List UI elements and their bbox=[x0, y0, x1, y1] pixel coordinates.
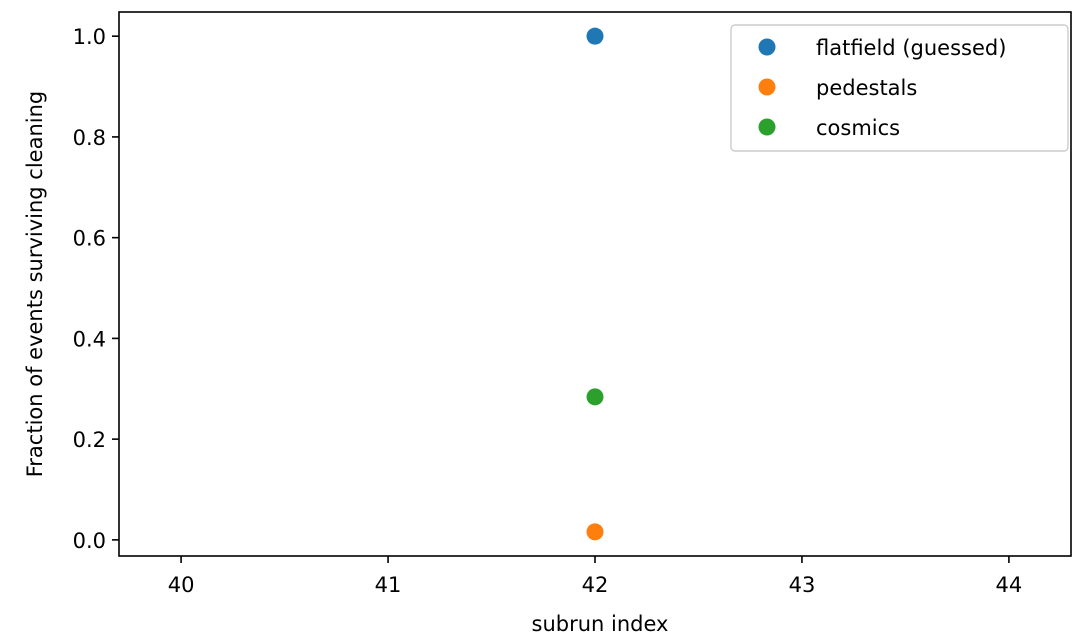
x-tick-label: 41 bbox=[375, 573, 402, 597]
legend-label: cosmics bbox=[816, 116, 900, 140]
legend: flatfield (guessed) pedestals cosmics bbox=[730, 24, 1069, 152]
legend-marker bbox=[758, 78, 776, 96]
legend-box bbox=[730, 24, 1069, 152]
y-axis: 0.0 0.2 0.4 0.6 0.8 1.0 bbox=[73, 25, 119, 553]
x-tick-label: 43 bbox=[789, 573, 816, 597]
x-axis-label: subrun index bbox=[532, 612, 669, 636]
y-tick-label: 0.8 bbox=[73, 126, 106, 150]
x-axis: 40 41 42 43 44 bbox=[168, 556, 1023, 597]
legend-marker bbox=[758, 38, 776, 56]
data-point-cosmics bbox=[586, 388, 604, 406]
data-point-pedestals bbox=[586, 523, 604, 541]
x-tick-label: 40 bbox=[168, 573, 195, 597]
y-tick-label: 0.0 bbox=[73, 529, 106, 553]
data-points bbox=[586, 27, 604, 541]
legend-marker bbox=[758, 118, 776, 136]
x-tick-label: 42 bbox=[582, 573, 609, 597]
data-point-flatfield bbox=[586, 27, 604, 45]
x-tick-label: 44 bbox=[996, 573, 1023, 597]
legend-label: flatfield (guessed) bbox=[816, 36, 1006, 60]
y-axis-label: Fraction of events surviving cleaning bbox=[23, 91, 47, 478]
legend-label: pedestals bbox=[816, 76, 917, 100]
y-tick-label: 0.6 bbox=[73, 227, 106, 251]
y-tick-label: 0.2 bbox=[73, 428, 106, 452]
y-tick-label: 0.4 bbox=[73, 327, 106, 351]
y-tick-label: 1.0 bbox=[73, 25, 106, 49]
